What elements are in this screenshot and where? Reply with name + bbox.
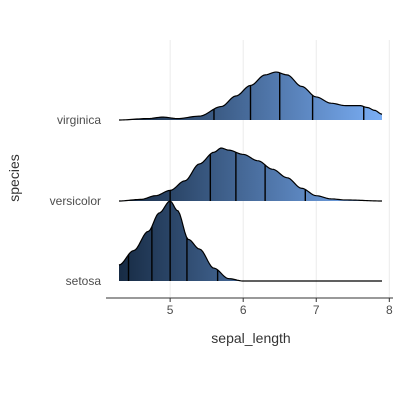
ridges: [118, 71, 383, 282]
density-outline-virginica: [118, 71, 383, 121]
density-outline-versicolor: [118, 147, 383, 202]
axes: virginica versicolor setosa 5 6 7 8: [50, 113, 393, 317]
y-tick-label: virginica: [57, 113, 101, 127]
ridge-versicolor: [118, 147, 383, 202]
y-tick-label: setosa: [66, 274, 102, 288]
density-fill-setosa: [119, 201, 382, 281]
x-tick-label: 6: [240, 303, 247, 317]
ridge-virginica: [118, 71, 383, 121]
x-tick-label: 7: [313, 303, 320, 317]
density-outline-setosa: [118, 200, 382, 282]
x-axis-title: sepal_length: [211, 330, 290, 346]
y-tick-label: versicolor: [50, 194, 101, 208]
y-axis-title: species: [6, 154, 22, 201]
x-tick-label: 8: [386, 303, 393, 317]
ridge-setosa: [118, 200, 382, 282]
x-tick-label: 5: [167, 303, 174, 317]
density-fill-versicolor: [119, 148, 382, 201]
